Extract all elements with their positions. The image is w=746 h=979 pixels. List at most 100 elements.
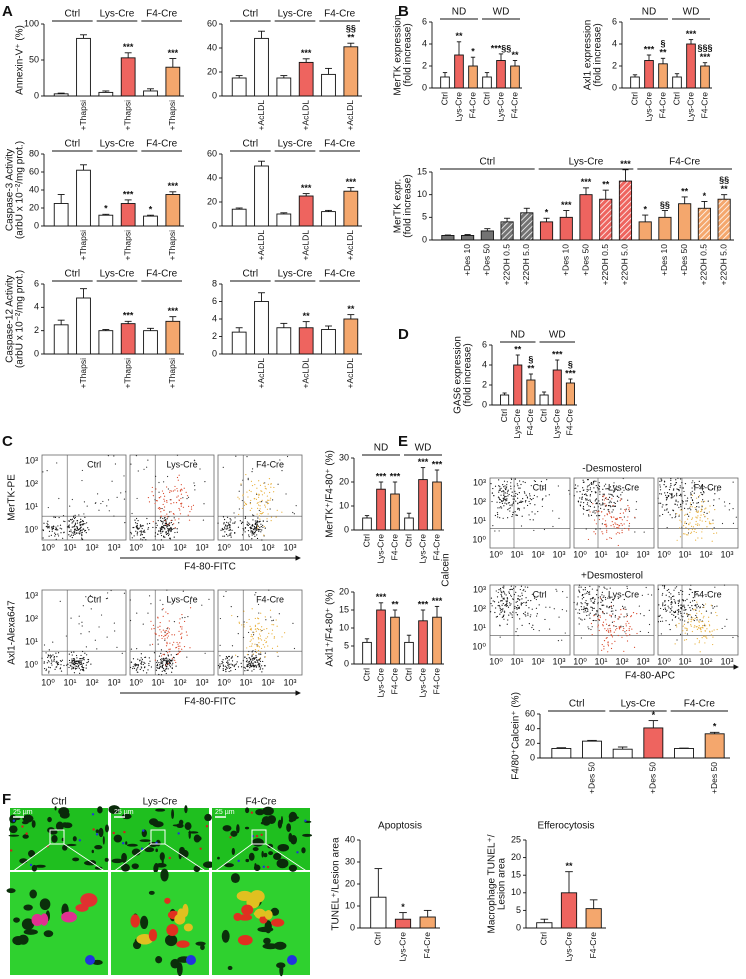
flow-dot xyxy=(276,645,279,647)
y-tick-label: 4 xyxy=(34,302,39,312)
x-tick-label: Lys-Cre xyxy=(495,92,505,122)
tissue-void xyxy=(261,816,272,826)
flow-dot xyxy=(163,654,165,656)
flow-dot xyxy=(498,497,500,499)
flow-dot xyxy=(677,611,680,613)
flow-dot xyxy=(602,518,604,520)
flow-dot xyxy=(131,537,133,539)
flow-dot xyxy=(189,607,192,609)
flow-dot xyxy=(581,493,583,495)
x-tick-label: Lys-Cre xyxy=(643,92,653,122)
x-tick-label: F4-Cre xyxy=(431,668,441,695)
flow-dot xyxy=(591,609,593,611)
flow-dot xyxy=(597,615,599,618)
flow-dot xyxy=(708,616,710,618)
flow-dot xyxy=(146,672,148,674)
flow-dot xyxy=(680,495,682,497)
cell-signal xyxy=(271,918,285,927)
flow-dot xyxy=(72,662,74,664)
tissue-void xyxy=(97,806,103,814)
x-tick-label: 10³ xyxy=(552,656,565,666)
flow-dot xyxy=(708,624,711,626)
flow-dot xyxy=(166,628,168,630)
flow-dot xyxy=(677,613,679,615)
flow-dot xyxy=(258,494,260,496)
flow-dot xyxy=(586,503,588,506)
flow-dot xyxy=(618,527,620,529)
flow-dot xyxy=(710,634,712,636)
flow-dot xyxy=(121,652,123,654)
flow-dot xyxy=(599,615,601,617)
bar xyxy=(565,382,575,406)
tissue-void xyxy=(255,808,265,816)
flow-dot xyxy=(260,653,262,655)
x-tick-label: +Thapsi xyxy=(78,230,88,261)
y-tick-label: 5 xyxy=(516,905,521,915)
flow-dot xyxy=(502,590,504,592)
flow-dot xyxy=(541,499,543,501)
flow-dot xyxy=(610,616,612,618)
y-tick-label: 6 xyxy=(422,16,427,26)
flow-dot xyxy=(500,591,502,593)
flow-dot xyxy=(173,517,175,519)
y-axis-label: (fold increase) xyxy=(593,23,604,86)
flow-dot xyxy=(264,482,266,484)
flow-dot xyxy=(531,511,533,513)
flow-dot xyxy=(498,485,500,487)
flow-dot xyxy=(504,502,506,504)
flow-dot xyxy=(174,485,176,488)
flow-dot xyxy=(565,610,568,612)
flow-dot xyxy=(259,484,262,486)
flow-dot xyxy=(686,613,688,615)
flow-dot xyxy=(594,500,596,502)
flow-dot xyxy=(491,492,494,494)
flow-dot xyxy=(164,631,166,634)
flow-dot xyxy=(581,603,583,605)
flow-dot xyxy=(625,623,627,625)
x-tick-label: Ctrl xyxy=(403,534,413,547)
flow-dot xyxy=(705,635,707,637)
tissue-void xyxy=(288,864,297,872)
flow-dot xyxy=(703,625,705,627)
flow-dot xyxy=(52,641,54,643)
flow-dot xyxy=(677,501,679,503)
bar xyxy=(582,740,602,759)
flow-dot xyxy=(266,518,268,520)
flow-dot xyxy=(262,511,264,514)
significance: *** xyxy=(552,349,563,359)
flow-dot xyxy=(634,531,636,533)
flow-dot xyxy=(162,664,164,666)
flow-dot xyxy=(81,532,83,534)
flow-dot xyxy=(165,532,167,534)
tissue-void xyxy=(164,934,178,947)
flow-dot xyxy=(170,511,172,513)
flow-dot xyxy=(534,480,537,483)
flow-dot xyxy=(256,660,258,662)
flow-dot xyxy=(79,528,81,530)
significance: *** xyxy=(390,471,401,481)
flow-dot xyxy=(56,529,58,531)
flow-dot xyxy=(259,501,261,503)
y-axis-label: GAS6 expression xyxy=(453,336,464,414)
flow-dot xyxy=(165,629,167,632)
significance: *** xyxy=(376,471,387,481)
flow-dot xyxy=(165,672,167,675)
flow-dot xyxy=(716,490,718,492)
flow-dot xyxy=(587,479,589,481)
flow-dot xyxy=(687,620,689,623)
flow-dot xyxy=(230,519,232,521)
flow-dot xyxy=(690,584,692,586)
flow-dot xyxy=(518,509,521,511)
flow-dot xyxy=(591,491,593,493)
flow-dot xyxy=(254,643,256,645)
tissue-void xyxy=(91,849,94,854)
flow-dot xyxy=(698,506,700,508)
flow-dot xyxy=(258,642,260,644)
x-tick-label: F4-Cre xyxy=(467,92,477,119)
y-tick-label: 30 xyxy=(339,452,349,462)
tissue-void xyxy=(194,835,202,842)
flow-dot xyxy=(157,667,159,669)
x-tick-label: +AcLDL xyxy=(256,230,266,261)
flow-dot xyxy=(582,608,585,611)
tissue-void xyxy=(84,860,97,866)
